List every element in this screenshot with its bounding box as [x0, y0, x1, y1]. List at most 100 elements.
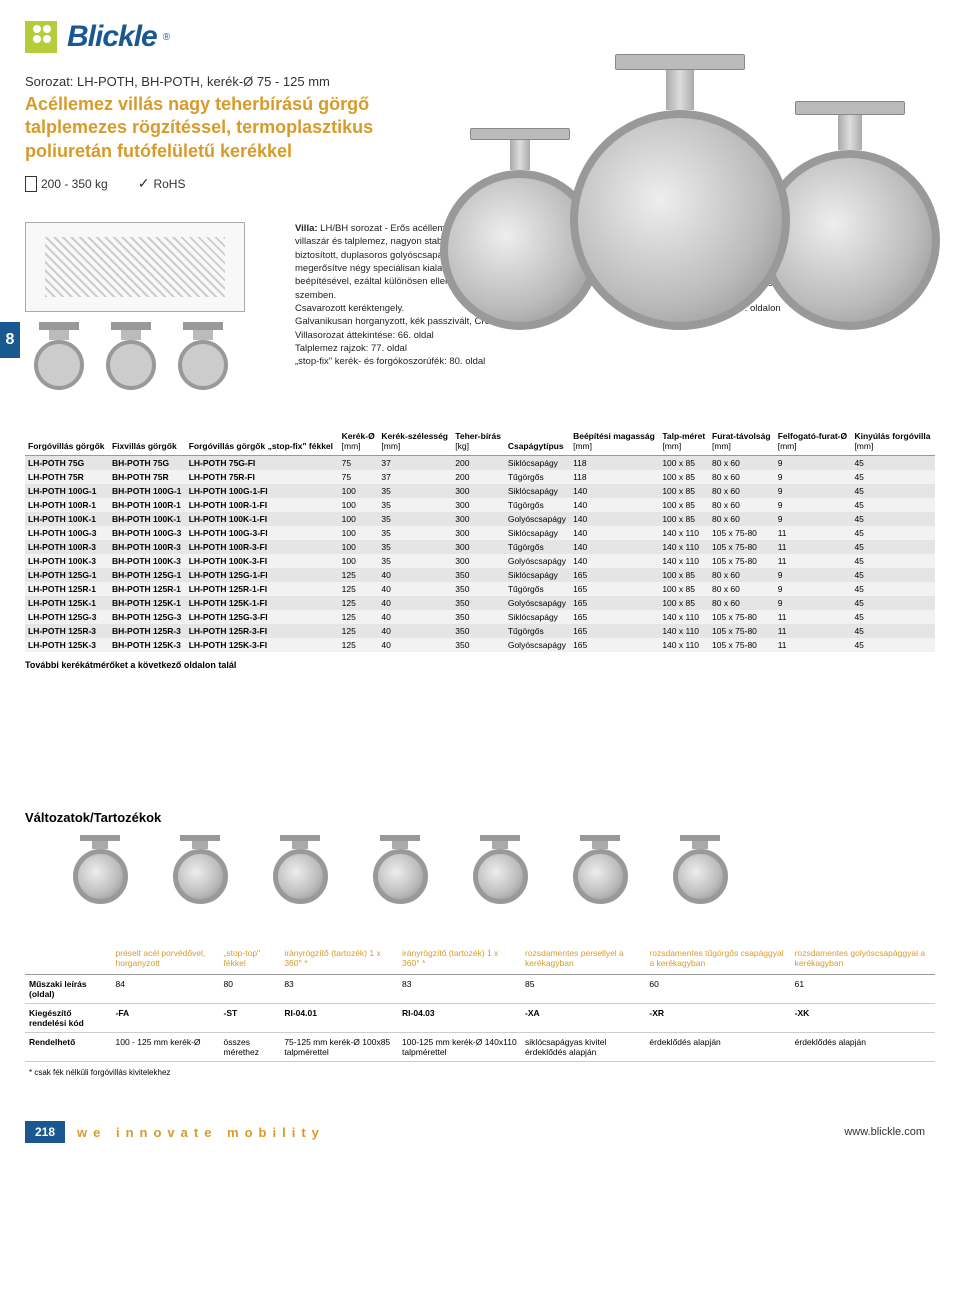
table-cell: Siklócsapágy — [505, 610, 570, 624]
table-cell: 37 — [378, 456, 452, 471]
table-cell: LH-POTH 125K-1 — [25, 596, 109, 610]
table-cell: 45 — [851, 498, 935, 512]
table-cell: Siklócsapágy — [505, 456, 570, 471]
table-cell: LH-POTH 125G-1 — [25, 568, 109, 582]
table-cell: 40 — [378, 596, 452, 610]
table-cell: BH-POTH 125R-3 — [109, 624, 186, 638]
table-cell: 350 — [452, 638, 505, 652]
table-cell: 45 — [851, 526, 935, 540]
page-footer: 218 we innovate mobility www.blickle.com — [25, 1121, 935, 1143]
product-data-table: Forgóvillás görgők Fixvillás görgők Forg… — [25, 427, 935, 652]
table-cell: 45 — [851, 596, 935, 610]
table-cell: 75 — [339, 470, 379, 484]
tagline: we innovate mobility — [77, 1125, 325, 1140]
bearing-diagram — [25, 222, 245, 312]
table-cell: 45 — [851, 456, 935, 471]
table-cell: 80 x 60 — [709, 484, 775, 498]
table-row: LH-POTH 100R-3BH-POTH 100R-3LH-POTH 100R… — [25, 540, 935, 554]
table-cell: 40 — [378, 610, 452, 624]
table-cell: 140 — [570, 540, 659, 554]
table-cell: 9 — [775, 512, 852, 526]
table-cell: 45 — [851, 568, 935, 582]
table-cell: 9 — [775, 596, 852, 610]
th-bolt: Furat-távolság[mm] — [709, 427, 775, 456]
table-cell: Tűgörgős — [505, 624, 570, 638]
table-cell: LH-POTH 125R-1 — [25, 582, 109, 596]
table-cell: 80 x 60 — [709, 498, 775, 512]
variants-heading: Változatok/Tartozékok — [25, 810, 935, 825]
table-cell: 140 x 110 — [659, 638, 709, 652]
table-cell: LH-POTH 125G-1-FI — [186, 568, 339, 582]
var-hdr: rozsdamentes persellyel a kerékagyban — [521, 945, 645, 975]
table-cell: 11 — [775, 638, 852, 652]
logo-registered: ® — [163, 32, 170, 43]
table-cell: 35 — [378, 498, 452, 512]
table-cell: Golyóscsapágy — [505, 512, 570, 526]
table-cell: 140 x 110 — [659, 526, 709, 540]
var-hdr: préselt acél porvédővel, horganyzott — [112, 945, 220, 975]
table-row: LH-POTH 125R-3BH-POTH 125R-3LH-POTH 125R… — [25, 624, 935, 638]
var-hdr: irányrögzítő (tartozék) 1 x 360° * — [398, 945, 521, 975]
var-hdr: rozsdamentes golyóscsapággyal a kerékagy… — [791, 945, 935, 975]
table-cell: LH-POTH 75G-FI — [186, 456, 339, 471]
table-cell: LH-POTH 100G-3-FI — [186, 526, 339, 540]
table-cell: 100 — [339, 512, 379, 526]
rohs-spec: ✓ RoHS — [138, 175, 186, 192]
table-cell: Golyóscsapágy — [505, 596, 570, 610]
table-cell: 100 x 85 — [659, 568, 709, 582]
table-cell: 100 x 85 — [659, 498, 709, 512]
table-cell: 300 — [452, 512, 505, 526]
table-cell: LH-POTH 125K-1-FI — [186, 596, 339, 610]
table-cell: 45 — [851, 638, 935, 652]
table-cell: BH-POTH 75G — [109, 456, 186, 471]
table-cell: BH-POTH 100K-3 — [109, 554, 186, 568]
variants-asterisk: * csak fék nélküli forgóvillás kivitelek… — [25, 1062, 935, 1082]
table-cell: 11 — [775, 526, 852, 540]
table-cell: Tűgörgős — [505, 582, 570, 596]
table-cell: 350 — [452, 624, 505, 638]
table-cell: BH-POTH 125K-1 — [109, 596, 186, 610]
table-cell: 40 — [378, 638, 452, 652]
table-cell: 100 — [339, 554, 379, 568]
table-cell: LH-POTH 100K-3-FI — [186, 554, 339, 568]
table-cell: Golyóscsapágy — [505, 554, 570, 568]
variant-thumb — [665, 835, 735, 925]
variant-thumb — [265, 835, 335, 925]
th-width: Kerék-szélesség[mm] — [378, 427, 452, 456]
table-cell: 140 — [570, 484, 659, 498]
table-cell: 140 — [570, 512, 659, 526]
table-cell: BH-POTH 100K-1 — [109, 512, 186, 526]
table-cell: 140 x 110 — [659, 554, 709, 568]
table-cell: BH-POTH 75R — [109, 470, 186, 484]
table-cell: LH-POTH 100G-1-FI — [186, 484, 339, 498]
table-cell: 200 — [452, 456, 505, 471]
table-cell: 125 — [339, 582, 379, 596]
table-cell: LH-POTH 100G-3 — [25, 526, 109, 540]
castor-thumb-1 — [25, 322, 93, 402]
table-cell: 80 x 60 — [709, 582, 775, 596]
table-cell: 140 — [570, 554, 659, 568]
table-cell: 100 x 85 — [659, 456, 709, 471]
table-cell: 140 — [570, 498, 659, 512]
table-cell: BH-POTH 125G-3 — [109, 610, 186, 624]
variants-table: préselt acél porvédővel, horganyzott „st… — [25, 945, 935, 1081]
weight-spec: 200 - 350 kg — [25, 176, 108, 192]
table-cell: LH-POTH 75G — [25, 456, 109, 471]
table-cell: 165 — [570, 582, 659, 596]
var-hdr: „stop-top" fékkel — [220, 945, 281, 975]
table-cell: 200 — [452, 470, 505, 484]
table-cell: LH-POTH 125K-3 — [25, 638, 109, 652]
table-cell: 105 x 75-80 — [709, 554, 775, 568]
table-cell: LH-POTH 75R-FI — [186, 470, 339, 484]
logo-icon — [25, 21, 57, 53]
table-cell: 35 — [378, 526, 452, 540]
table-cell: 140 — [570, 526, 659, 540]
table-cell: 300 — [452, 526, 505, 540]
table-row: LH-POTH 125K-3BH-POTH 125K-3LH-POTH 125K… — [25, 638, 935, 652]
table-cell: LH-POTH 100R-1 — [25, 498, 109, 512]
page-number-footer: 218 — [25, 1121, 65, 1143]
table-cell: 80 x 60 — [709, 456, 775, 471]
table-cell: 165 — [570, 610, 659, 624]
table-cell: 350 — [452, 568, 505, 582]
table-row: LH-POTH 125G-3BH-POTH 125G-3LH-POTH 125G… — [25, 610, 935, 624]
